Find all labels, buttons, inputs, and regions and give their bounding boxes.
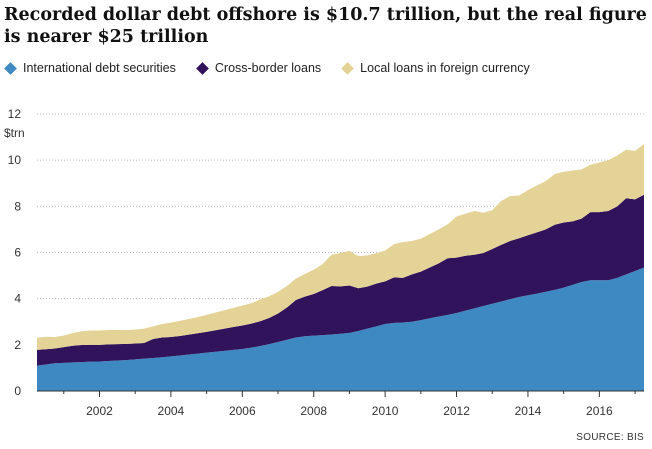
x-tick-label-2014: 2014 (515, 404, 542, 418)
x-tick-label-2004: 2004 (158, 404, 185, 418)
y-tick-label-2: 2 (14, 338, 21, 352)
legend-item-cross-border-loans: Cross-border loans (196, 61, 321, 75)
stacked-areas (37, 144, 644, 391)
area-series-cross-border-loans (37, 194, 644, 366)
source-note: SOURCE: BIS (576, 432, 644, 443)
chart-title: Recorded dollar debt offshore is $10.7 t… (4, 5, 647, 47)
x-tick-label-2006: 2006 (229, 404, 256, 418)
legend-label-local-loans-foreign-currency: Local loans in foreign currency (360, 61, 530, 75)
y-tick-label-8: 8 (14, 199, 21, 213)
y-tick-label-0: 0 (14, 384, 21, 398)
legend-label-cross-border-loans: Cross-border loans (214, 61, 322, 75)
y-tick-label-10: 10 (8, 153, 22, 167)
area-series-international-debt-securities (37, 267, 644, 391)
legend-item-international-debt-securities: International debt securities (4, 61, 176, 75)
legend-item-local-loans-foreign-currency: Local loans in foreign currency (341, 61, 530, 75)
y-axis-unit-label: $trn (4, 126, 25, 140)
x-tick-label-2012: 2012 (443, 404, 470, 418)
legend: International debt securities Cross-bord… (4, 61, 550, 75)
y-tick-label-6: 6 (14, 246, 21, 260)
legend-label-international-debt-securities: International debt securities (23, 61, 176, 75)
y-tick-label-4: 4 (14, 292, 21, 306)
y-tick-label-12: 12 (8, 107, 22, 121)
axes: 0 2 4 6 8 10 12 2002 2004 2006 2008 2010 2012 2014 201… (8, 107, 644, 418)
x-tick-label-2008: 2008 (300, 404, 327, 418)
x-tick-label-2002: 2002 (86, 404, 113, 418)
x-tick-label-2010: 2010 (372, 404, 399, 418)
x-tick-label-2016: 2016 (586, 404, 613, 418)
